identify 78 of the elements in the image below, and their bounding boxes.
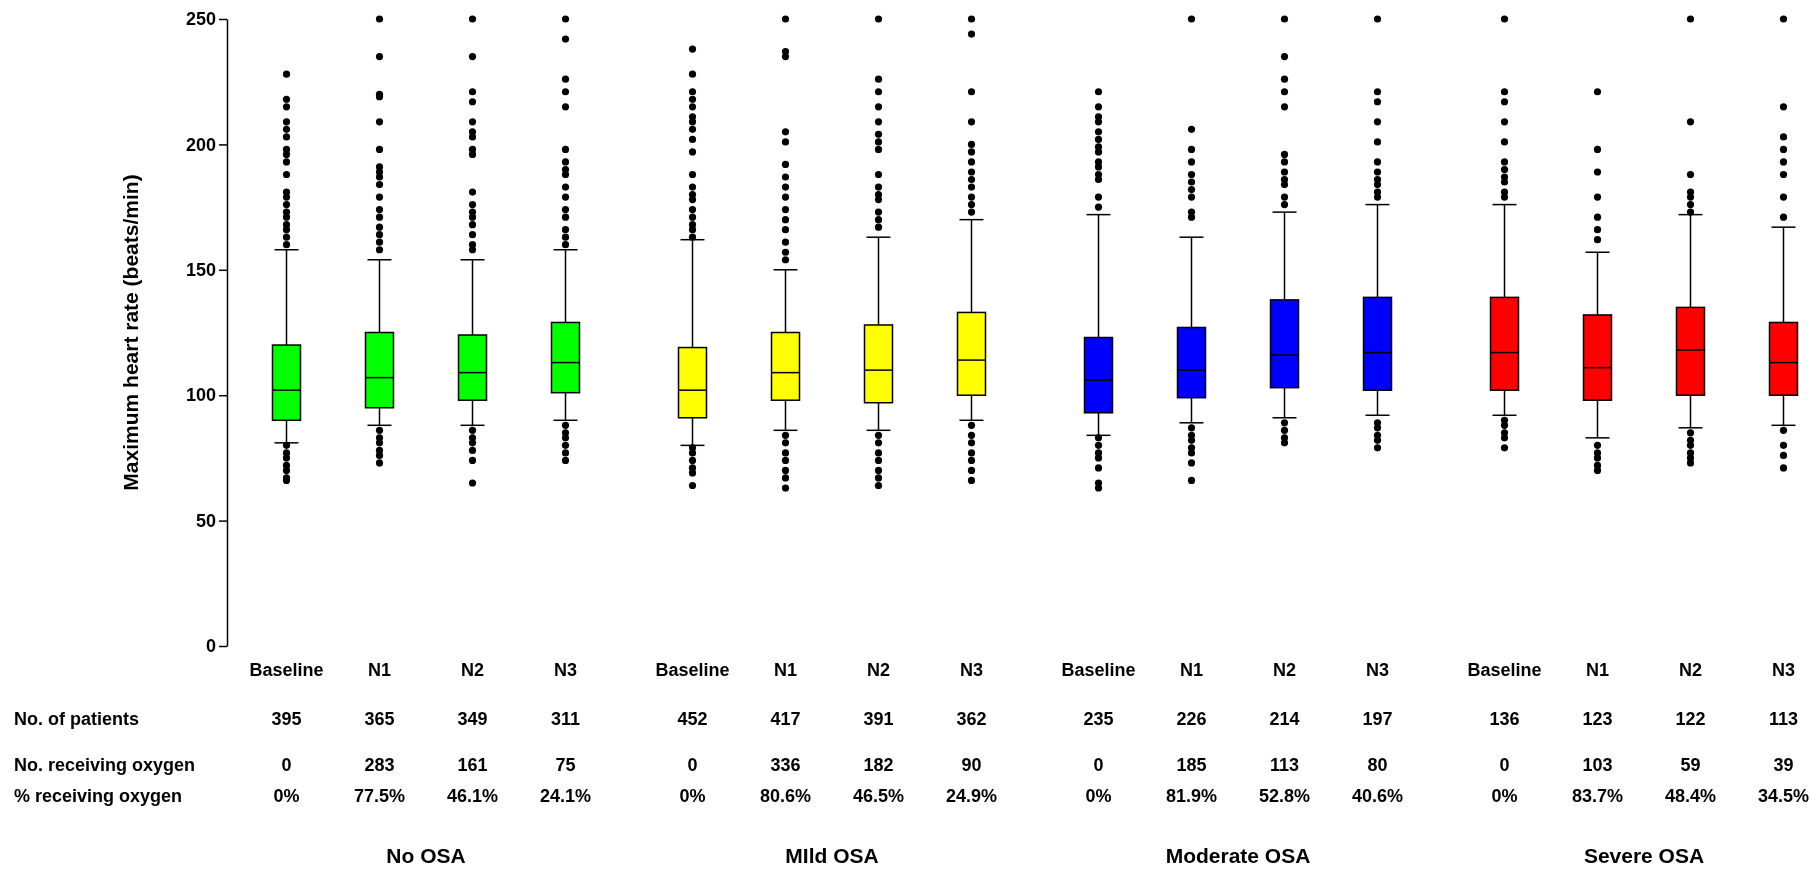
text: 0% [679, 786, 706, 806]
x-tick-label: N1 [1585, 659, 1610, 680]
text: 136 [1489, 709, 1520, 729]
x-tick-label: Baseline [1061, 659, 1136, 680]
y-tick-label: 0 [205, 636, 216, 657]
y-tick-label: 250 [185, 9, 216, 30]
text: 34.5% [1757, 786, 1810, 806]
text: 0 [281, 755, 292, 775]
text: No. receiving oxygen [14, 755, 196, 775]
x-tick-label: N3 [553, 659, 578, 680]
text: 46.5% [852, 786, 905, 806]
text: 161 [457, 755, 488, 775]
y-tick-label: 100 [185, 385, 216, 406]
text: 24.9% [945, 786, 998, 806]
text: 235 [1083, 709, 1114, 729]
text: 0% [1491, 786, 1518, 806]
y-tick-label: 150 [185, 260, 216, 281]
text: 113 [1269, 755, 1300, 775]
text: 0% [273, 786, 300, 806]
text: 395 [271, 709, 302, 729]
x-tick-label: N1 [1179, 659, 1204, 680]
x-axis-title: Moderate OSA [1165, 844, 1311, 867]
text: 0% [1085, 786, 1112, 806]
text: 362 [956, 709, 987, 729]
text: 417 [770, 709, 801, 729]
text: 185 [1176, 755, 1207, 775]
text: 103 [1582, 755, 1613, 775]
x-tick-label: N3 [959, 659, 984, 680]
text: 39 [1773, 755, 1794, 775]
x-tick-label: Baseline [249, 659, 324, 680]
x-tick-label: N2 [1678, 659, 1703, 680]
text: 48.4% [1664, 786, 1717, 806]
x-tick-label: N3 [1365, 659, 1390, 680]
x-axis-title: Severe OSA [1583, 844, 1705, 867]
text: 80 [1367, 755, 1388, 775]
text: 226 [1176, 709, 1207, 729]
x-tick-label: N2 [460, 659, 485, 680]
text: 77.5% [353, 786, 406, 806]
text: 40.6% [1351, 786, 1404, 806]
text: 24.1% [539, 786, 592, 806]
text: 0 [1499, 755, 1510, 775]
text: 283 [364, 755, 395, 775]
text: 311 [550, 709, 581, 729]
text: 75 [555, 755, 576, 775]
text: 83.7% [1571, 786, 1624, 806]
x-tick-label: Baseline [655, 659, 730, 680]
text: 349 [457, 709, 488, 729]
text: 336 [770, 755, 801, 775]
x-tick-label: N2 [866, 659, 891, 680]
text: 80.6% [759, 786, 812, 806]
y-tick-label: 50 [195, 510, 216, 531]
text: 452 [677, 709, 708, 729]
text: 46.1% [446, 786, 499, 806]
text: 123 [1582, 709, 1613, 729]
text: 0 [687, 755, 698, 775]
x-tick-label: N3 [1771, 659, 1796, 680]
x-tick-label: N1 [773, 659, 798, 680]
text: 81.9% [1165, 786, 1218, 806]
text: 59 [1680, 755, 1701, 775]
x-tick-label: N2 [1272, 659, 1297, 680]
y-tick-label: 200 [185, 134, 216, 155]
text: 90 [961, 755, 982, 775]
x-tick-label: Baseline [1467, 659, 1542, 680]
text: 0 [1093, 755, 1104, 775]
text: 122 [1675, 709, 1706, 729]
x-tick-label: N1 [367, 659, 392, 680]
y-axis-title: Maximum heart rate (beats/min) [119, 174, 142, 491]
text: 197 [1362, 709, 1393, 729]
text: 365 [364, 709, 395, 729]
text: No. of patients [14, 709, 139, 729]
text: 182 [863, 755, 894, 775]
text: 391 [863, 709, 894, 729]
text: 214 [1269, 709, 1300, 729]
x-axis-title: No OSA [386, 844, 466, 867]
x-axis-title: MIld OSA [785, 844, 879, 867]
text: 113 [1768, 709, 1799, 729]
text: % receiving oxygen [14, 786, 183, 806]
text: 52.8% [1258, 786, 1311, 806]
